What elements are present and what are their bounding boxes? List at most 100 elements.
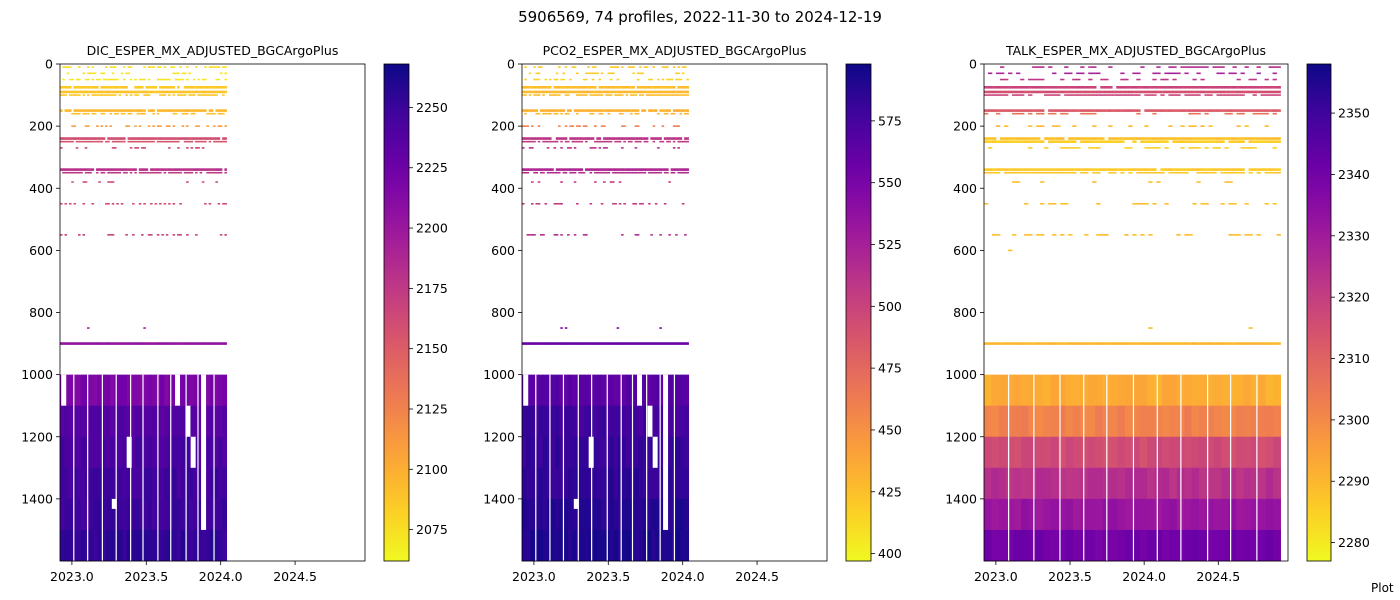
heatmap-cell	[143, 405, 148, 438]
heatmap-cell	[645, 137, 649, 140]
heatmap-cell	[601, 467, 606, 500]
heatmap-cell	[1240, 112, 1245, 115]
heatmap-cell	[1199, 374, 1207, 406]
heatmap-cell	[1040, 78, 1045, 81]
heatmap-cell	[598, 137, 602, 140]
heatmap-cell	[1052, 202, 1057, 205]
heatmap-cell	[224, 72, 227, 75]
heatmap-cell	[1204, 171, 1209, 174]
heatmap-cell	[91, 66, 95, 68]
heatmap-cell	[562, 137, 566, 140]
heatmap-cell	[530, 498, 535, 531]
heatmap-cell	[555, 94, 559, 96]
heatmap-cell	[60, 147, 63, 149]
heatmap-cell	[89, 405, 94, 438]
heatmap-cell	[190, 140, 194, 143]
heatmap-cell	[1060, 78, 1065, 81]
heatmap-cell	[118, 436, 123, 469]
heatmap-cell	[578, 168, 581, 171]
heatmap-cell	[179, 66, 182, 68]
heatmap-cell	[681, 94, 685, 96]
heatmap-cell	[567, 374, 573, 406]
heatmap-cell	[659, 168, 662, 171]
heatmap-cell	[562, 90, 566, 94]
heatmap-cell	[1172, 140, 1177, 143]
heatmap-cell	[177, 78, 180, 81]
heatmap-cell	[1192, 202, 1197, 205]
heatmap-cell	[573, 140, 577, 143]
heatmap-cell	[1108, 86, 1113, 89]
heatmap-cell	[659, 171, 662, 174]
heatmap-cell	[594, 86, 597, 89]
heatmap-cell	[1116, 94, 1121, 96]
heatmap-cell	[1192, 137, 1197, 140]
heatmap-cell	[89, 109, 92, 112]
heatmap-cell	[213, 125, 216, 127]
heatmap-cell	[578, 140, 581, 143]
heatmap-cell	[78, 137, 81, 140]
heatmap-cell	[601, 405, 606, 438]
heatmap-cell	[534, 498, 540, 531]
heatmap-cell	[1272, 137, 1277, 140]
heatmap-cell	[1028, 168, 1033, 171]
heatmap-cell	[82, 234, 86, 236]
heatmap-cell	[632, 171, 635, 174]
heatmap-cell	[605, 86, 608, 89]
heatmap-cell	[668, 78, 671, 81]
heatmap-cell	[580, 498, 585, 531]
heatmap-cell	[1065, 405, 1074, 438]
heatmap-cell	[1052, 125, 1057, 127]
heatmap-cell	[64, 168, 68, 171]
heatmap-cell	[1232, 86, 1237, 89]
heatmap-cell	[1117, 529, 1126, 562]
heatmap-cell	[197, 498, 203, 531]
heatmap-cell	[154, 86, 158, 89]
heatmap-cell	[180, 498, 186, 531]
heatmap-cell	[134, 140, 137, 143]
heatmap-cell	[617, 405, 623, 438]
heatmap-cell	[1096, 140, 1101, 143]
heatmap-cell	[614, 137, 617, 140]
heatmap-cell	[136, 86, 140, 89]
heatmap-cell	[1000, 78, 1005, 81]
heatmap-cell	[1164, 86, 1169, 89]
heatmap-cell	[217, 171, 221, 174]
heatmap-cell	[89, 72, 92, 75]
heatmap-cell	[214, 529, 219, 562]
heatmap-cell	[127, 125, 131, 127]
heatmap-cell	[666, 342, 669, 345]
heatmap-cell	[224, 168, 227, 171]
heatmap-cell	[598, 90, 602, 94]
heatmap-cell	[1228, 171, 1233, 174]
heatmap-cell	[542, 234, 545, 236]
heatmap-cell	[528, 140, 532, 143]
heatmap-cell	[553, 94, 557, 96]
heatmap-cell	[1180, 147, 1185, 149]
heatmap-cell	[1080, 66, 1085, 68]
heatmap-cell	[1060, 137, 1065, 140]
heatmap-cell	[571, 66, 575, 68]
heatmap-cell	[209, 405, 215, 438]
heatmap-cell	[1216, 342, 1221, 345]
heatmap-cell	[588, 374, 594, 406]
heatmap-cell	[661, 66, 665, 68]
heatmap-cell	[522, 125, 525, 127]
heatmap-cell	[587, 66, 590, 68]
heatmap-cell	[118, 467, 123, 500]
heatmap-cell	[1088, 112, 1093, 115]
heatmap-cell	[129, 94, 133, 96]
heatmap-cell	[78, 234, 81, 236]
heatmap-cell	[531, 181, 534, 183]
heatmap-cell	[1112, 171, 1117, 174]
heatmap-cell	[609, 86, 613, 89]
heatmap-cell	[569, 109, 572, 112]
heatmap-cell	[189, 374, 194, 406]
heatmap-cell	[159, 436, 165, 469]
heatmap-cell	[1224, 109, 1229, 112]
heatmap-cell	[544, 90, 548, 94]
heatmap-cell	[684, 86, 687, 89]
heatmap-cell	[107, 90, 110, 94]
heatmap-cell	[639, 342, 642, 345]
heatmap-cell	[1236, 467, 1244, 500]
heatmap-cell	[998, 436, 1007, 469]
